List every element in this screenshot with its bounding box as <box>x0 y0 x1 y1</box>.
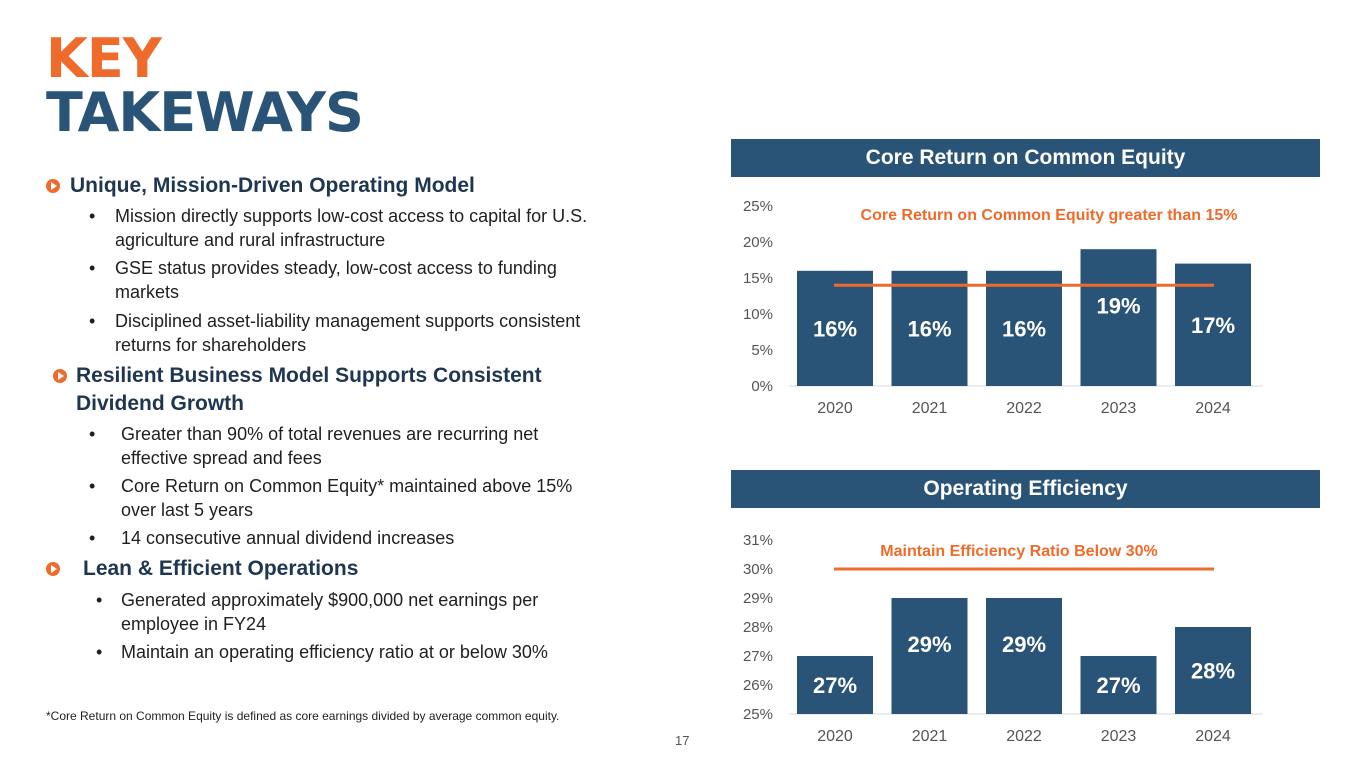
bar-2023 <box>1080 656 1157 714</box>
x-tick-label: 2024 <box>1195 728 1231 745</box>
bullet-text: Greater than 90% of total revenues are r… <box>121 424 539 468</box>
bullet-text: Mission directly supports low-cost acces… <box>115 206 588 250</box>
data-label: 17% <box>1191 313 1235 338</box>
bullet-icon: • <box>89 206 96 226</box>
x-tick-label: 2023 <box>1101 728 1137 745</box>
bullet-text: GSE status provides steady, low-cost acc… <box>115 258 557 302</box>
bullet-text: Disciplined asset-liability management s… <box>115 311 581 355</box>
x-tick-label: 2020 <box>817 728 853 745</box>
bar-2020 <box>797 270 873 386</box>
y-tick-label: 29% <box>743 590 773 607</box>
play-circle-icon <box>53 369 67 383</box>
data-label: 16% <box>1002 316 1046 341</box>
x-tick-label: 2021 <box>912 400 948 417</box>
y-tick-label: 25% <box>743 706 773 723</box>
section-heading: Resilient Business Model Supports Consis… <box>76 364 542 415</box>
bullet-text: Core Return on Common Equity* maintained… <box>121 476 573 520</box>
bullet-icon: • <box>89 528 96 548</box>
bar-2021 <box>891 598 968 714</box>
bullet-icon: • <box>89 424 96 444</box>
y-tick-label: 0% <box>751 378 773 395</box>
bar-2022 <box>986 270 1062 386</box>
page-title-line2: TAKEWAYS <box>46 81 364 144</box>
bullet-text: Generated approximately $900,000 net ear… <box>121 590 539 634</box>
data-label: 27% <box>1096 673 1140 698</box>
y-tick-label: 30% <box>743 561 773 578</box>
play-circle-icon <box>46 562 60 576</box>
bar-2024 <box>1175 627 1251 714</box>
data-label: 29% <box>907 632 951 657</box>
y-tick-label: 10% <box>743 306 773 323</box>
bar-2021 <box>891 270 968 386</box>
data-label: 28% <box>1191 659 1235 684</box>
efficiency-bar-chart: 25% 26% 27% 28% 29% 30% 31% 27% 2020 29% 2021 29% 20… <box>743 532 1263 745</box>
y-tick-label: 15% <box>743 270 773 287</box>
section-heading: Unique, Mission-Driven Operating Model <box>70 174 475 197</box>
y-tick-label: 27% <box>743 648 773 665</box>
y-tick-label: 5% <box>751 342 773 359</box>
bullet-icon: • <box>96 642 103 662</box>
x-tick-label: 2021 <box>912 728 948 745</box>
data-label: 16% <box>907 316 951 341</box>
x-tick-label: 2022 <box>1006 400 1042 417</box>
page-title-line1: KEY <box>46 27 162 90</box>
y-tick-label: 20% <box>743 234 773 251</box>
data-label: 19% <box>1096 294 1140 319</box>
bar-2020 <box>797 656 873 714</box>
chart-title-banner: Core Return on Common Equity <box>731 139 1320 177</box>
chart-title-banner: Operating Efficiency <box>731 470 1320 508</box>
chart-annotation: Core Return on Common Equity greater tha… <box>861 207 1238 224</box>
y-tick-label: 28% <box>743 619 773 636</box>
x-tick-label: 2022 <box>1006 728 1042 745</box>
bullet-icon: • <box>89 476 96 496</box>
bullet-text: Maintain an operating efficiency ratio a… <box>121 642 548 662</box>
x-tick-label: 2024 <box>1195 400 1231 417</box>
bar-2023 <box>1080 249 1157 386</box>
y-tick-label: 26% <box>743 677 773 694</box>
play-circle-icon <box>46 179 60 193</box>
footnote: *Core Return on Common Equity is defined… <box>46 709 560 723</box>
chart-annotation: Maintain Efficiency Ratio Below 30% <box>880 543 1157 560</box>
bullet-text: 14 consecutive annual dividend increases <box>121 528 455 548</box>
section-heading: Lean & Efficient Operations <box>83 557 359 580</box>
bar-2022 <box>986 598 1062 714</box>
roe-bar-chart: 0% 5% 10% 15% 20% 25% 16% 2020 16% 2021 16% 2022 19%… <box>743 198 1263 417</box>
page-number: 17 <box>675 733 690 748</box>
data-label: 16% <box>813 316 857 341</box>
bullet-icon: • <box>89 311 96 331</box>
y-tick-label: 31% <box>743 532 773 549</box>
bullet-icon: • <box>96 590 103 610</box>
data-label: 27% <box>813 673 857 698</box>
data-label: 29% <box>1002 632 1046 657</box>
bullet-icon: • <box>89 258 96 278</box>
x-tick-label: 2023 <box>1101 400 1137 417</box>
y-tick-label: 25% <box>743 198 773 215</box>
x-tick-label: 2020 <box>817 400 853 417</box>
